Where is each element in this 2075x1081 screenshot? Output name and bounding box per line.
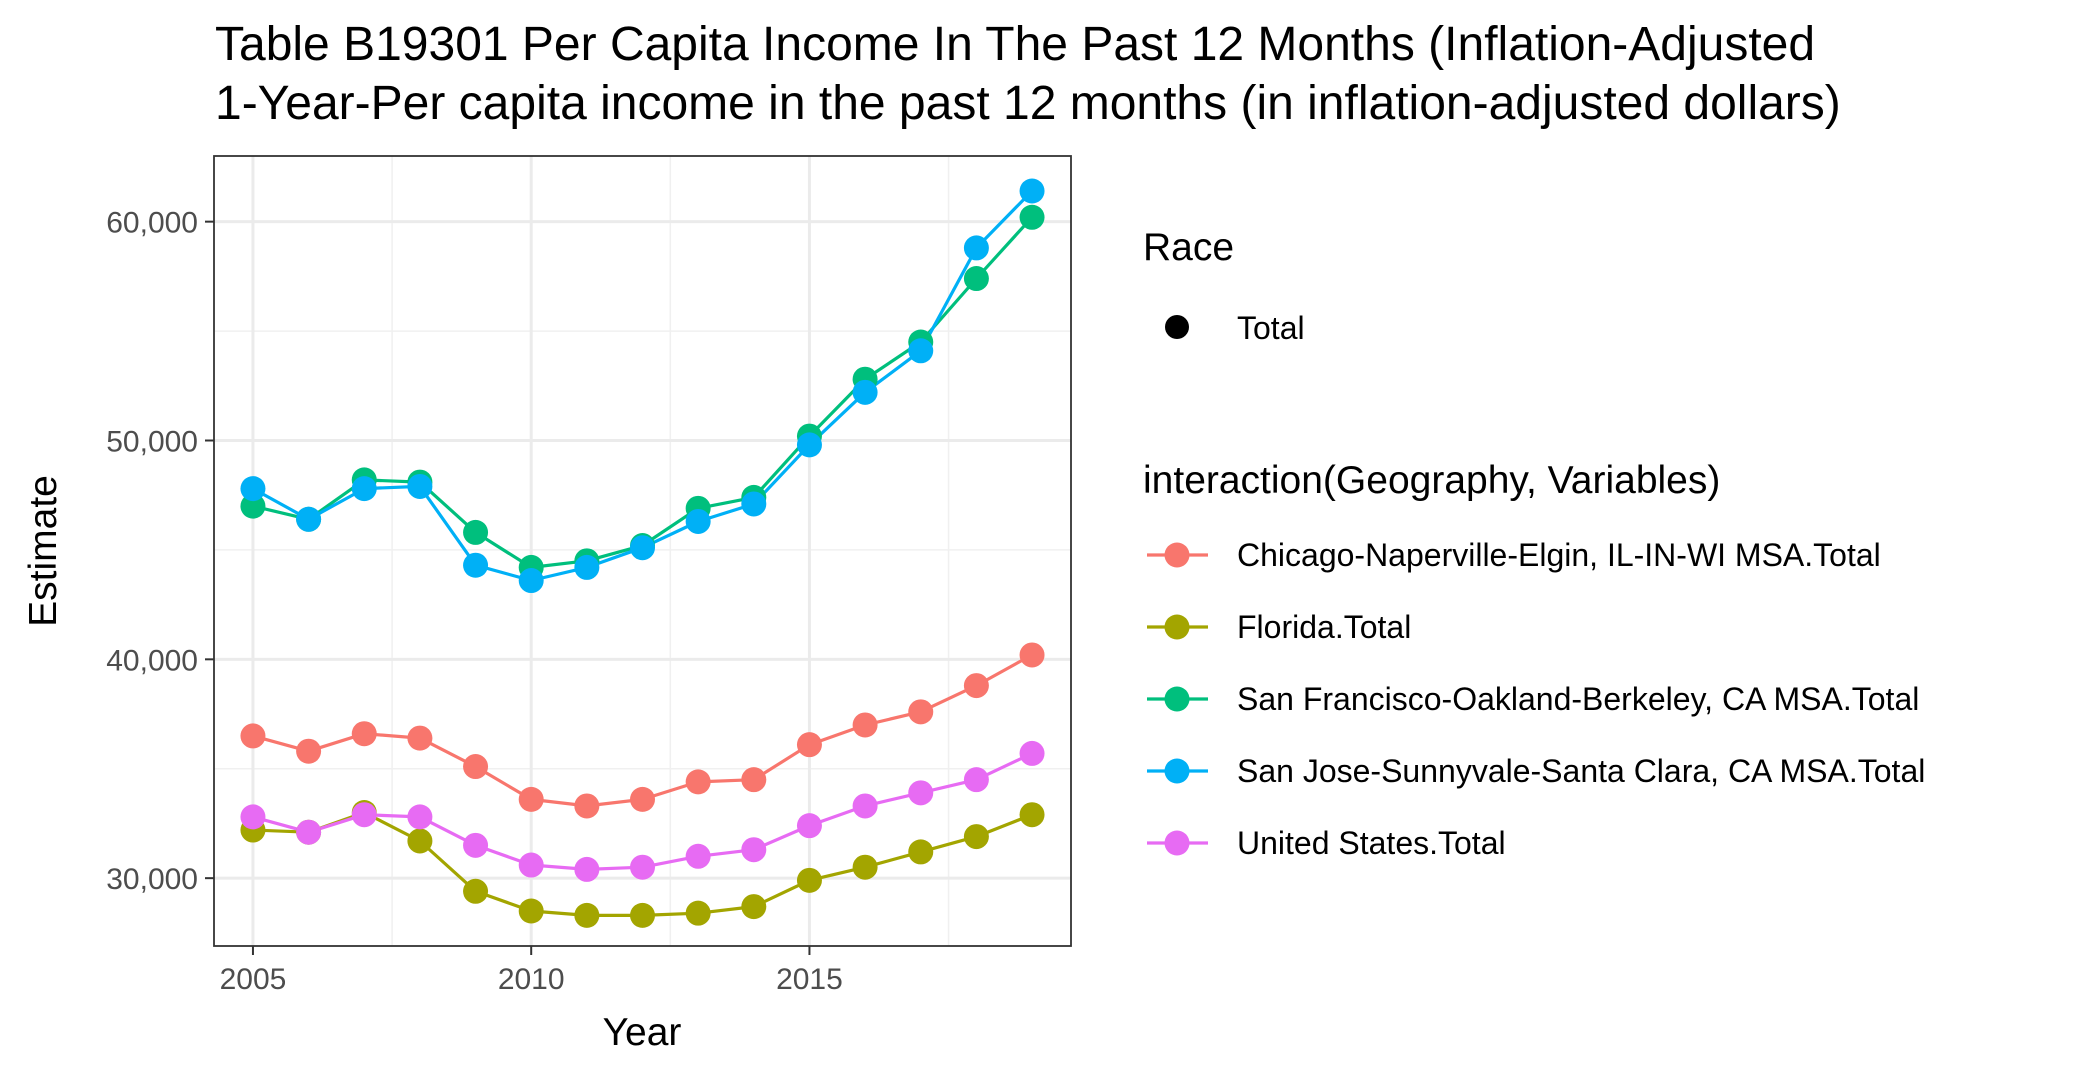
data-point xyxy=(685,769,711,795)
data-point xyxy=(685,508,711,534)
x-tick-label: 2005 xyxy=(220,963,287,996)
plot-panel xyxy=(213,155,1072,947)
y-tick-label: 30,000 xyxy=(106,863,198,896)
data-point xyxy=(852,712,878,738)
data-point xyxy=(463,878,489,904)
chart-title-line-2: 1-Year-Per capita income in the past 12 … xyxy=(215,77,1841,130)
data-point xyxy=(963,767,989,793)
data-point xyxy=(852,379,878,405)
legend-key-point xyxy=(1164,542,1190,568)
data-point xyxy=(463,832,489,858)
series-layer xyxy=(240,178,1045,928)
data-point xyxy=(1019,204,1045,230)
data-point xyxy=(518,852,544,878)
data-point xyxy=(1019,802,1045,828)
data-point xyxy=(463,519,489,545)
data-point xyxy=(296,819,322,845)
data-point xyxy=(240,723,266,749)
legend-series: interaction(Geography, Variables) Chicag… xyxy=(1143,459,1925,861)
legend-entry-label: Chicago-Naperville-Elgin, IL-IN-WI MSA.T… xyxy=(1237,537,1881,573)
data-point xyxy=(407,828,433,854)
data-point xyxy=(908,839,934,865)
legend-entry-label: United States.Total xyxy=(1237,825,1506,861)
y-tick-label: 40,000 xyxy=(106,644,198,677)
data-point xyxy=(1019,740,1045,766)
data-point xyxy=(741,491,767,517)
y-tick-label: 50,000 xyxy=(106,425,198,458)
data-point xyxy=(574,902,600,928)
data-point xyxy=(685,900,711,926)
data-point xyxy=(240,476,266,502)
data-point xyxy=(463,552,489,578)
y-tick-label: 60,000 xyxy=(106,207,198,240)
legend-entry-label: San Jose-Sunnyvale-Santa Clara, CA MSA.T… xyxy=(1237,753,1925,789)
data-point xyxy=(1019,642,1045,668)
data-point xyxy=(796,732,822,758)
legend-key-point xyxy=(1164,614,1190,640)
data-point xyxy=(908,699,934,725)
data-point xyxy=(685,843,711,869)
legend-entry-label: San Francisco-Oakland-Berkeley, CA MSA.T… xyxy=(1237,681,1919,717)
data-point xyxy=(630,535,655,561)
data-point xyxy=(796,867,822,893)
legend-series-title: interaction(Geography, Variables) xyxy=(1143,459,1720,502)
data-point xyxy=(296,506,322,532)
data-point xyxy=(908,338,934,364)
data-point xyxy=(518,786,544,812)
data-point xyxy=(796,813,822,839)
data-point xyxy=(296,738,322,764)
data-point xyxy=(240,493,266,519)
x-axis: 2005 2010 2015 xyxy=(220,946,843,996)
data-point xyxy=(630,902,655,928)
data-point xyxy=(630,854,655,880)
y-axis: 30,000 40,000 50,000 60,000 xyxy=(106,207,214,896)
data-point xyxy=(407,804,433,830)
legend-key-point xyxy=(1164,830,1190,856)
data-point xyxy=(963,235,989,261)
y-axis-title: Estimate xyxy=(22,475,65,627)
chart-title: Table B19301 Per Capita Income In The Pa… xyxy=(215,18,1841,130)
data-point xyxy=(463,754,489,780)
data-point xyxy=(741,894,767,920)
data-point xyxy=(741,837,767,863)
data-point xyxy=(518,898,544,924)
data-point xyxy=(741,767,767,793)
data-point xyxy=(1019,178,1045,204)
data-point xyxy=(351,721,377,747)
data-point xyxy=(240,804,266,830)
plot-panel-border xyxy=(213,155,1072,947)
data-point xyxy=(518,568,544,594)
data-point xyxy=(852,793,878,819)
data-point xyxy=(407,473,433,499)
data-point xyxy=(407,725,433,751)
data-point xyxy=(796,432,822,458)
legend-race: Race Total xyxy=(1143,226,1305,346)
data-point xyxy=(852,854,878,880)
data-point xyxy=(908,780,934,806)
x-tick-label: 2010 xyxy=(498,963,565,996)
legend-entry-label: Florida.Total xyxy=(1237,609,1411,645)
data-point xyxy=(574,554,600,580)
chart-title-line-1: Table B19301 Per Capita Income In The Pa… xyxy=(215,18,1815,71)
data-point xyxy=(630,786,655,812)
legend-race-total-label: Total xyxy=(1237,310,1305,346)
data-point xyxy=(963,824,989,850)
x-tick-label: 2015 xyxy=(776,963,843,996)
data-point xyxy=(963,266,989,292)
data-point xyxy=(351,802,377,828)
legend-race-total-key xyxy=(1165,315,1189,339)
data-point xyxy=(574,793,600,819)
x-axis-title: Year xyxy=(603,1011,682,1054)
legend-key-point xyxy=(1164,758,1190,784)
data-point xyxy=(574,856,600,882)
legend-key-point xyxy=(1164,686,1190,712)
legend-race-title: Race xyxy=(1143,226,1234,269)
data-point xyxy=(963,673,989,699)
data-point xyxy=(351,476,377,502)
